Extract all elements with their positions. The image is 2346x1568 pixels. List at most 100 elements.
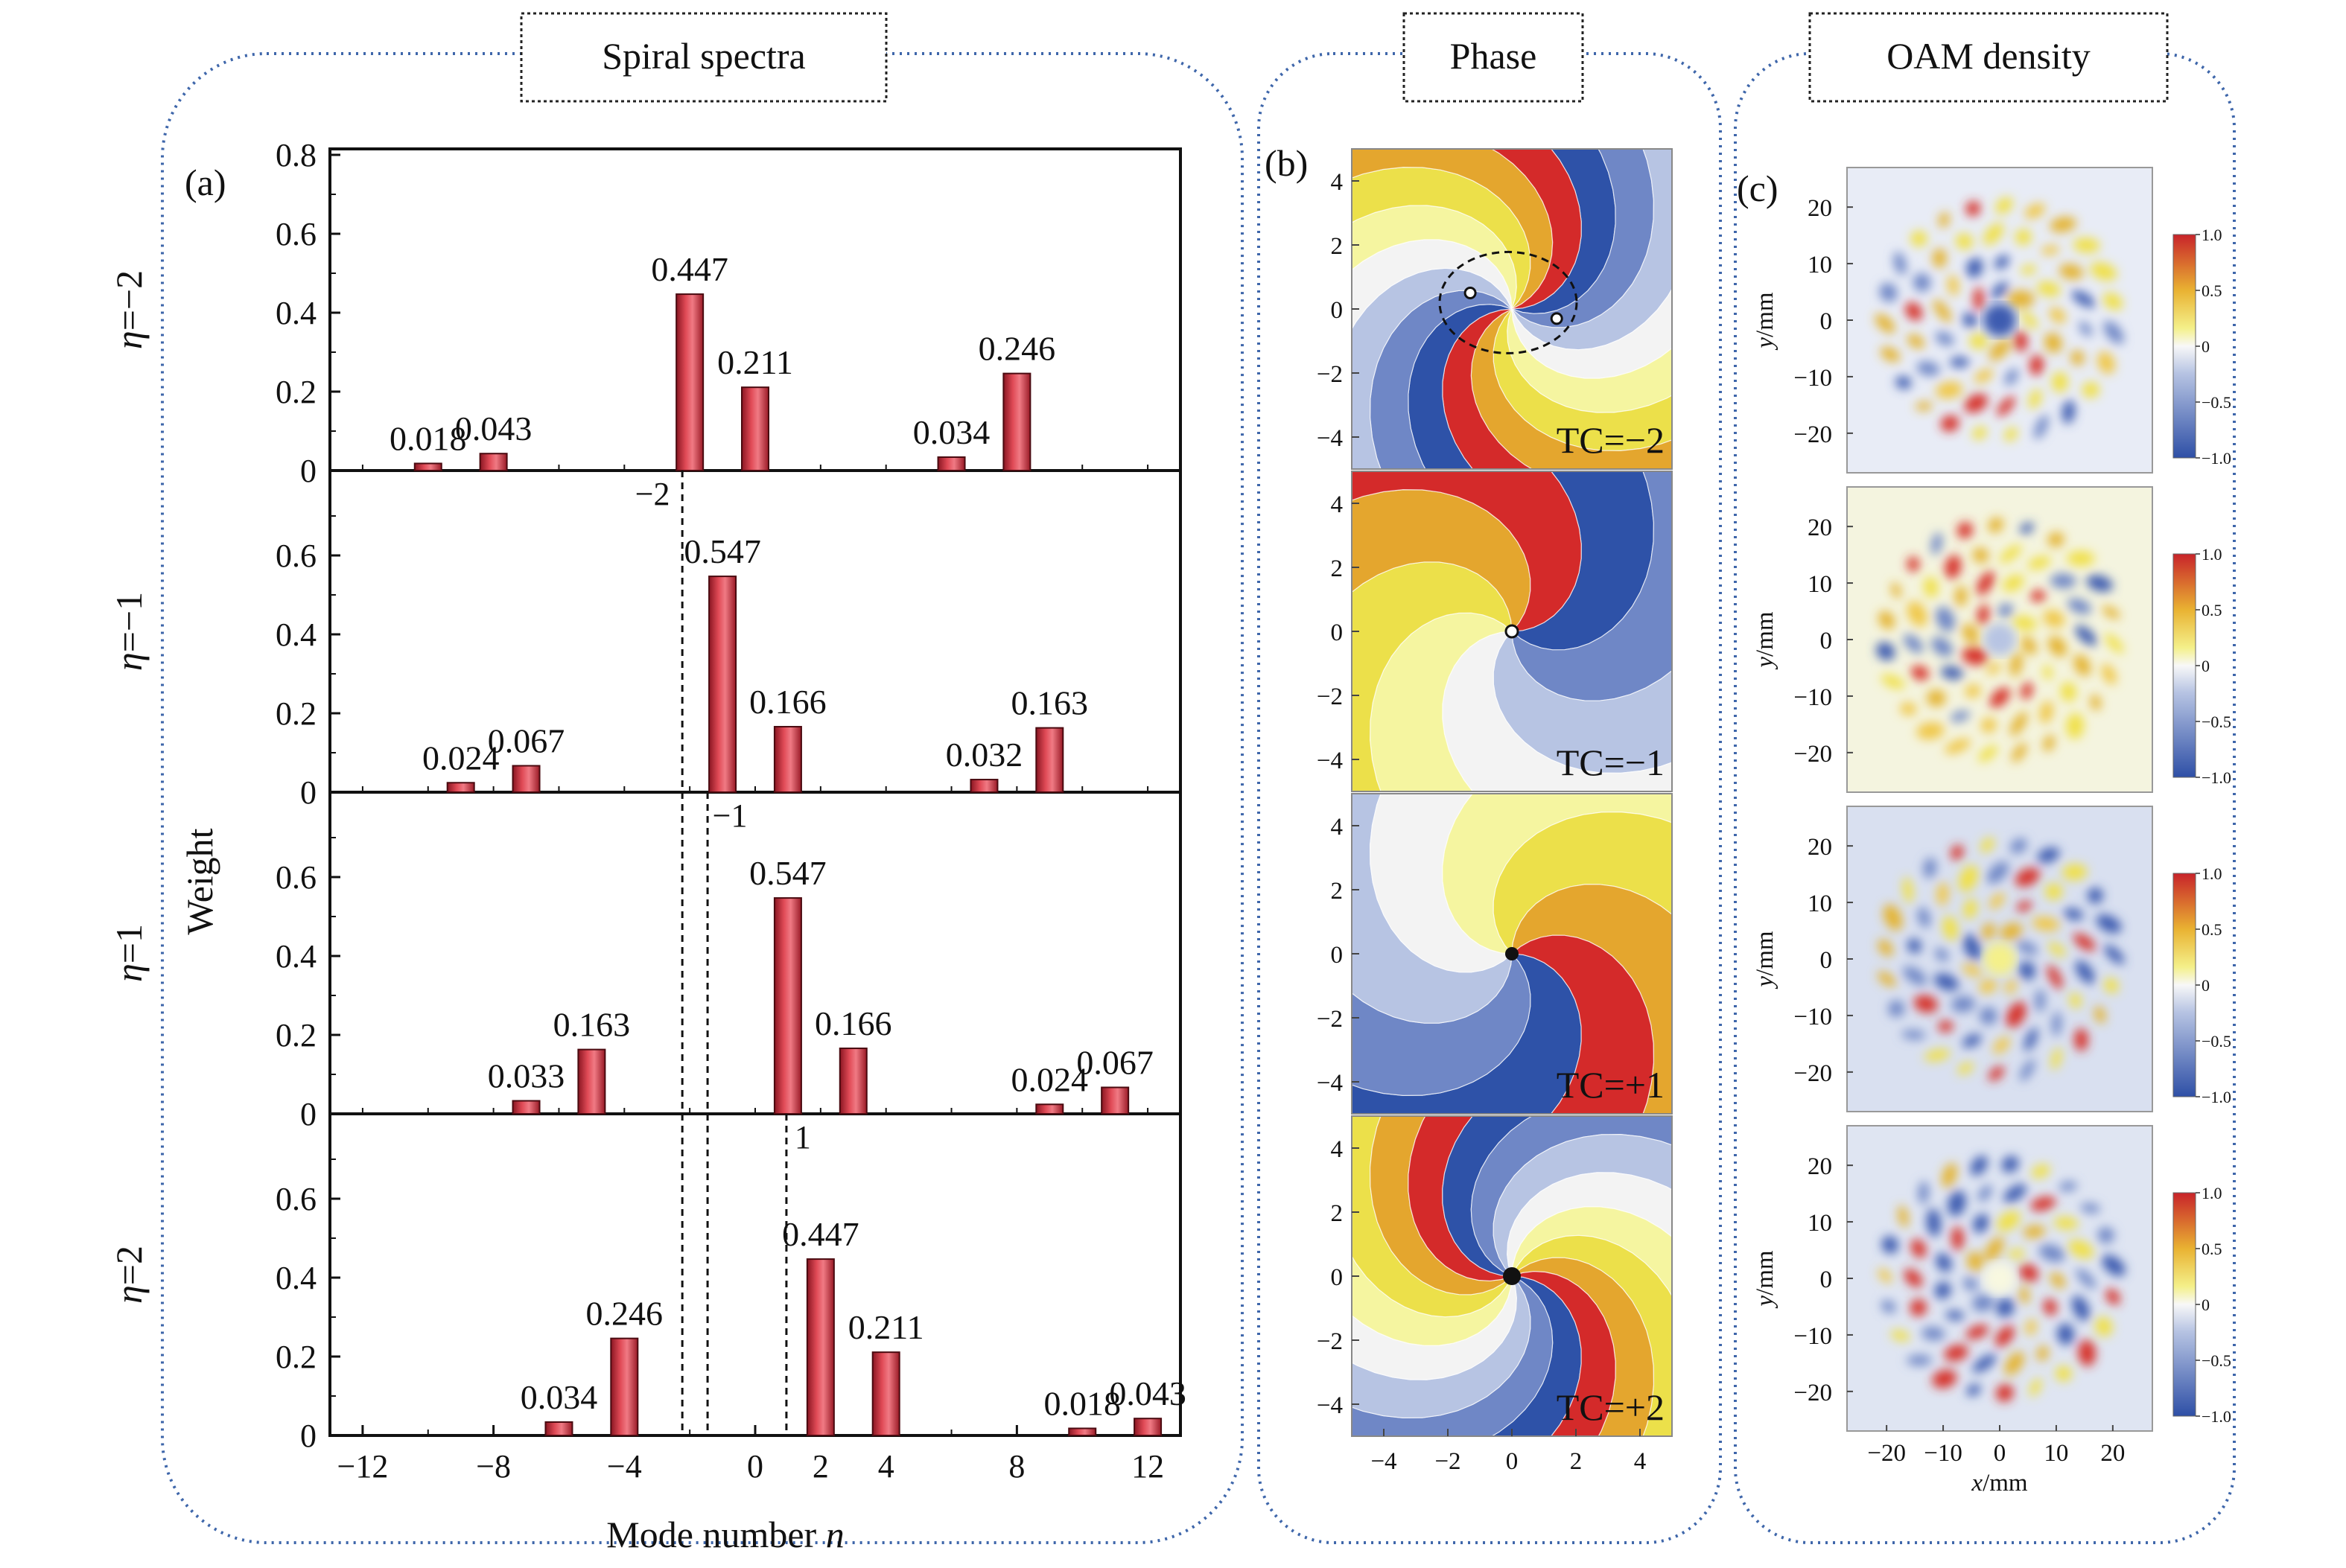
colorbar-tick-label: 0 (2202, 1295, 2210, 1314)
phase-title-box (1402, 12, 1584, 103)
y-tick-label: 0 (300, 453, 317, 489)
density-lobe (1963, 899, 1977, 920)
density-lobe (2028, 389, 2042, 409)
density-lobe (1880, 346, 1901, 362)
density-lobe (1918, 1181, 1929, 1205)
density-lobe (1878, 611, 1895, 630)
tc-label: TC=−2 (1557, 419, 1665, 461)
density-lobe (2029, 1378, 2042, 1397)
density-lobe (1935, 948, 1948, 962)
colorbar (2172, 553, 2196, 778)
x-tick-label: 0 (1994, 1440, 2006, 1467)
density-lobe (1950, 710, 1970, 722)
y-tick-label: −4 (1317, 1070, 1343, 1097)
density-lobe (1948, 1191, 1966, 1217)
density-lobe (2027, 555, 2051, 570)
density-lobe (1994, 1325, 2015, 1347)
oam-panel: 20 10 0 −10 −20 y/mm 1.0 0.5 0 −0.5 −1.0 (1752, 486, 2231, 793)
x-tick-label: 2 (1570, 1448, 1583, 1475)
phase-singularity (1505, 947, 1519, 960)
x-axis-label: Mode number n (606, 1514, 844, 1555)
x-tick-label: −4 (1370, 1448, 1396, 1475)
y-tick-label: −20 (1793, 421, 1832, 448)
density-lobe (2025, 1319, 2037, 1336)
phase-title: Phase (1450, 35, 1537, 77)
y-tick-label: 4 (1331, 814, 1344, 841)
phase-contour (1511, 1271, 1616, 1436)
oam-density-maps: 20 10 0 −10 −20 y/mm 1.0 0.5 0 −0.5 −1.0 20 10 0 −10 −2… (1752, 167, 2231, 1497)
density-lobe (1977, 604, 1990, 625)
density-lobe (2080, 1203, 2101, 1214)
density-lobe (1917, 907, 1930, 928)
bar (937, 456, 966, 471)
density-lobe (2024, 203, 2046, 219)
density-lobe (2094, 1006, 2105, 1024)
bar-value-label: 0.043 (1109, 1374, 1186, 1412)
bar (773, 897, 802, 1115)
density-lobe (1945, 1310, 1965, 1320)
density-lobe (2059, 1181, 2077, 1191)
density-lobe (1940, 415, 1959, 432)
y-tick-label: 20 (1808, 1153, 1832, 1180)
spectra-title: Spiral spectra (602, 35, 806, 77)
x-tick-label: 4 (878, 1448, 894, 1485)
y-tick-label: 0.4 (276, 295, 317, 331)
bar (741, 386, 769, 471)
colorbar-tick-label: 0.5 (2202, 601, 2222, 619)
density-lobe (2087, 887, 2103, 904)
density-lobe (2067, 1240, 2094, 1259)
y-tick-label: 10 (1808, 252, 1832, 278)
density-lobe (1902, 877, 1913, 904)
density-lobe (1994, 255, 2009, 270)
density-lobe (2104, 945, 2125, 964)
density-lobe (2030, 1196, 2056, 1211)
density-lobe (2101, 663, 2117, 685)
panel-label-b: (b) (1265, 142, 1308, 184)
y-axis-label: y/mm (1752, 611, 1778, 669)
density-lobe (1931, 532, 1942, 555)
density-lobe (2062, 864, 2088, 881)
phase-maps: TC=−2420−2−4TC=−1420−2−4TC=+1420−2−4TC=+… (1317, 148, 1673, 1475)
y-tick-label: −20 (1793, 1060, 1832, 1087)
density-lobe (1991, 281, 2009, 299)
bar (675, 293, 705, 471)
density-lobe (2071, 290, 2096, 307)
density-lobe (2020, 1059, 2035, 1081)
density-lobe (1926, 1208, 1942, 1237)
y-axis-label: y/mm (1752, 931, 1778, 989)
density-lobe (1973, 1214, 1989, 1233)
density-lobe (1996, 1384, 2014, 1402)
density-lobe (2075, 960, 2095, 984)
density-lobe (2073, 933, 2096, 951)
bar (479, 453, 508, 472)
density-lobe (1971, 1294, 1994, 1312)
oam-panel: 20 10 0 −10 −20 y/mm 1.0 0.5 0 −0.5 −1.0 (1752, 167, 2231, 474)
density-lobe (1962, 313, 1977, 328)
bar (1035, 1103, 1064, 1115)
density-lobe (1981, 922, 1996, 940)
bar (839, 1048, 868, 1115)
density-lobe (1973, 287, 1984, 311)
density-lobe (1997, 1211, 2021, 1231)
colorbar-tick-label: 1.0 (2202, 226, 2222, 244)
density-lobe (1962, 623, 1980, 644)
bar (1035, 727, 1064, 793)
tc-label: TC=−1 (1557, 742, 1665, 783)
density-lobe (2024, 1027, 2038, 1051)
density-lobe (1904, 1269, 1923, 1287)
density-center (1983, 623, 2016, 656)
density-lobe (1956, 522, 1973, 539)
density-lobe (2016, 941, 2038, 954)
bar (773, 726, 802, 794)
bar (413, 462, 442, 472)
y-tick-label: 0 (1820, 308, 1833, 335)
y-tick-label: −10 (1793, 1004, 1832, 1030)
density-lobe (2064, 908, 2084, 920)
x-tick-label: −8 (476, 1448, 511, 1485)
y-tick-label: −2 (1317, 683, 1343, 710)
density-lobe (2016, 901, 2032, 912)
bar (871, 1351, 900, 1437)
x-tick-label: −4 (607, 1448, 642, 1485)
colorbar-tick-label: −1.0 (2202, 1088, 2231, 1106)
y-tick-label: −10 (1793, 365, 1832, 392)
